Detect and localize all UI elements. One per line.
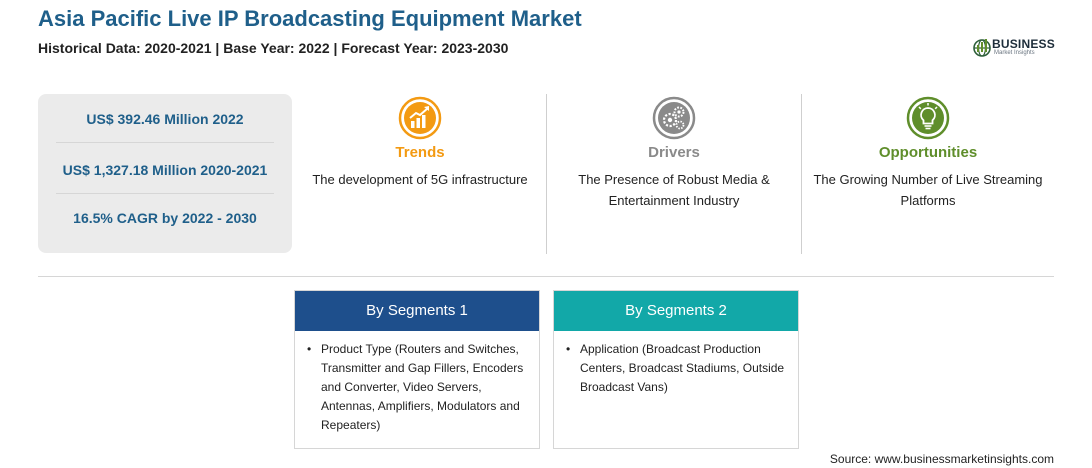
segment-item-text: Product Type (Routers and Switches, Tran…	[321, 342, 524, 432]
stat-divider	[56, 142, 274, 143]
key-stats-panel: US$ 392.46 Million 2022 US$ 1,327.18 Mil…	[38, 94, 292, 253]
bullet-icon: •	[307, 342, 312, 356]
column-divider	[546, 94, 547, 254]
pillar-trends: Trends The development of 5G infrastruct…	[293, 96, 547, 190]
logo-name: BUSINESS	[992, 37, 1055, 51]
globe-logo-icon	[973, 39, 991, 57]
list-item: • Application (Broadcast Production Cent…	[566, 340, 790, 397]
segment-heading: By Segments 2	[554, 291, 798, 331]
stat-cagr: 16.5% CAGR by 2022 - 2030	[73, 210, 257, 226]
bullet-icon: •	[566, 342, 571, 356]
segment-body: • Product Type (Routers and Switches, Tr…	[295, 331, 539, 435]
segment-body: • Application (Broadcast Production Cent…	[554, 331, 798, 397]
segment-heading: By Segments 1	[295, 291, 539, 331]
pillar-title: Drivers	[648, 144, 700, 161]
page-subtitle: Historical Data: 2020-2021 | Base Year: …	[38, 40, 509, 56]
column-divider	[801, 94, 802, 254]
pillar-description: The development of 5G infrastructure	[312, 172, 528, 187]
list-item: • Product Type (Routers and Switches, Tr…	[307, 340, 531, 435]
company-logo[interactable]: BUSINESS Market Insights	[972, 34, 1062, 60]
pillar-description: The Growing Number of Live Streaming Pla…	[813, 172, 1043, 208]
section-divider	[38, 276, 1054, 277]
segment-card-1: By Segments 1 • Product Type (Routers an…	[294, 290, 540, 449]
page-title: Asia Pacific Live IP Broadcasting Equipm…	[38, 6, 582, 31]
logo-tagline: Market Insights	[994, 50, 1035, 56]
pillar-opportunities: Opportunities The Growing Number of Live…	[801, 96, 1055, 211]
pillar-description: The Presence of Robust Media & Entertain…	[578, 172, 770, 208]
segment-item-text: Application (Broadcast Production Center…	[580, 342, 785, 394]
source-citation: Source: www.businessmarketinsights.com	[829, 452, 1054, 466]
pillar-title: Trends	[395, 144, 445, 161]
pillar-drivers: Drivers The Presence of Robust Media & E…	[547, 96, 801, 211]
growth-chart-icon	[398, 96, 442, 140]
stat-historical-size: US$ 1,327.18 Million 2020-2021	[62, 162, 268, 178]
stat-market-size: US$ 392.46 Million 2022	[86, 111, 244, 127]
segment-card-2: By Segments 2 • Application (Broadcast P…	[553, 290, 799, 449]
pillar-title: Opportunities	[878, 144, 978, 161]
stat-divider	[56, 193, 274, 194]
gears-icon	[652, 96, 696, 140]
lightbulb-icon	[906, 96, 950, 140]
